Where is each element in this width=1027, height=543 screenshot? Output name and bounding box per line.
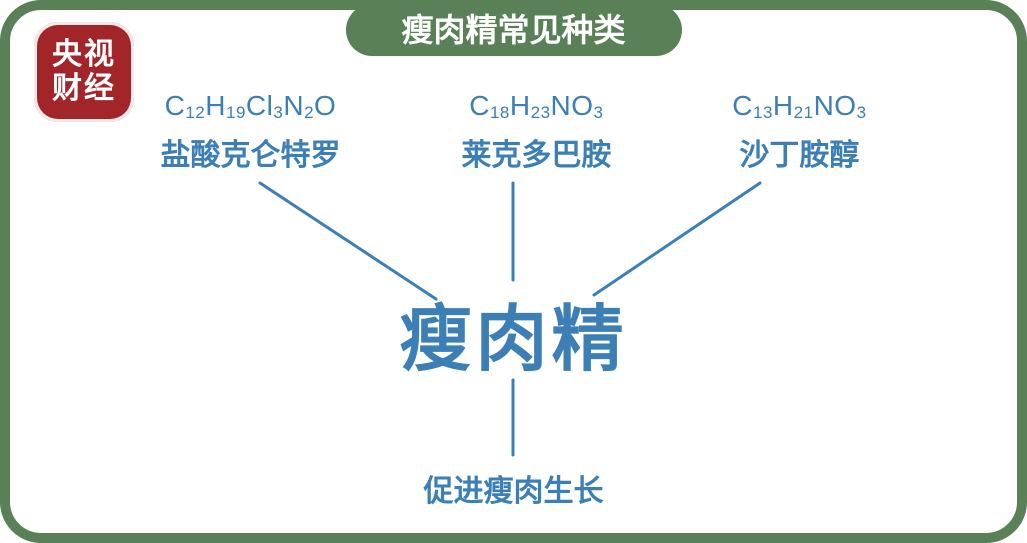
compounds-row: C12H19Cl3N2O 盐酸克仑特罗 C18H23NO3 莱克多巴胺 C13H… (60, 90, 967, 174)
formula: C13H21NO3 (732, 90, 866, 122)
diagram-content: C12H19Cl3N2O 盐酸克仑特罗 C18H23NO3 莱克多巴胺 C13H… (60, 90, 967, 513)
title-pill: 瘦肉精常见种类 (345, 4, 681, 56)
diagram-frame: 瘦肉精常见种类 央视 财经 C12H19Cl3N2O 盐酸克仑特罗 C18H23… (0, 0, 1027, 543)
compound-name: 沙丁胺醇 (739, 130, 859, 174)
compound-ractopamine: C18H23NO3 莱克多巴胺 (461, 90, 611, 174)
compound-name: 莱克多巴胺 (461, 130, 611, 174)
compound-clenbuterol: C12H19Cl3N2O 盐酸克仑特罗 (160, 90, 340, 174)
title-text: 瘦肉精常见种类 (401, 12, 625, 48)
center-node: 瘦肉精 (399, 280, 627, 385)
effect-node: 促进瘦肉生长 (424, 466, 604, 510)
compound-salbutamol: C13H21NO3 沙丁胺醇 (732, 90, 866, 174)
logo-line1: 央视 (52, 38, 116, 73)
compound-name: 盐酸克仑特罗 (160, 130, 340, 174)
formula: C18H23NO3 (469, 90, 603, 122)
formula: C12H19Cl3N2O (165, 90, 337, 122)
